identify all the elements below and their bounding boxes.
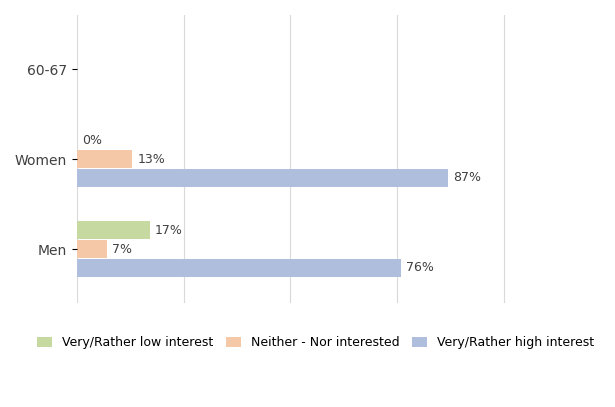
Bar (77, 150, 132, 168)
Text: 7%: 7% (112, 243, 132, 256)
Bar (77, 259, 401, 277)
Legend: Very/Rather low interest, Neither - Nor interested, Very/Rather high interest: Very/Rather low interest, Neither - Nor … (33, 331, 600, 354)
Text: 87%: 87% (453, 171, 482, 184)
Text: 17%: 17% (154, 223, 183, 236)
Text: 76%: 76% (407, 261, 434, 274)
Text: 0%: 0% (82, 133, 102, 147)
Bar (77, 169, 448, 187)
Text: 13%: 13% (138, 153, 165, 166)
Bar (77, 221, 149, 239)
Bar (77, 240, 107, 258)
